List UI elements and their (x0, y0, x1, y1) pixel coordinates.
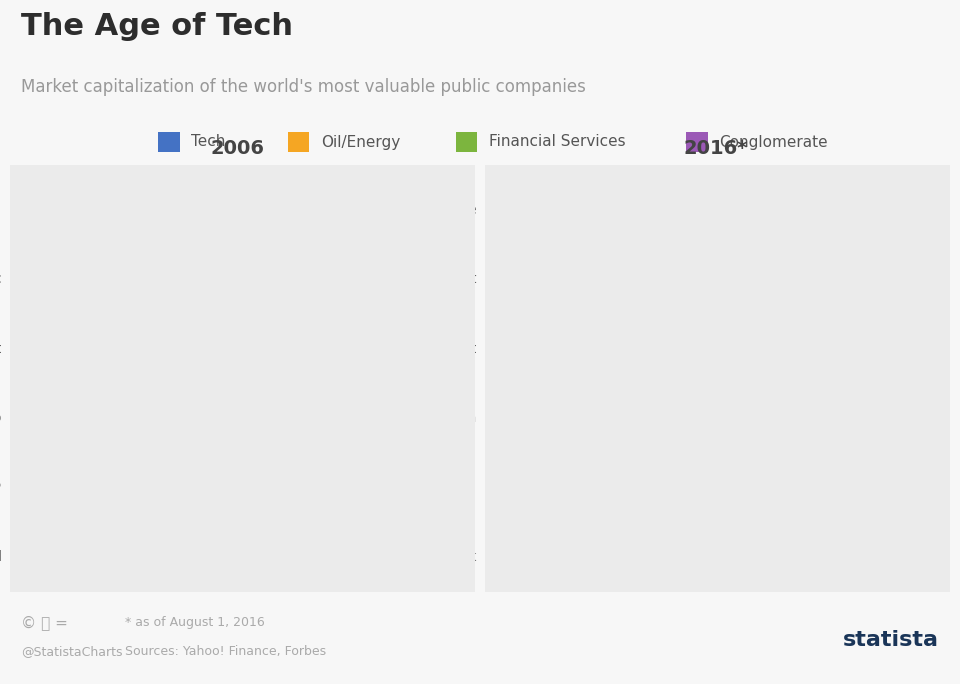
Text: Microsoft: Microsoft (414, 342, 477, 356)
Bar (485, 539, 752, 575)
Text: Amazon: Amazon (421, 411, 477, 425)
Text: 2006: 2006 (210, 139, 265, 158)
Text: $445.5b: $445.5b (750, 342, 813, 356)
Bar (485, 261, 883, 298)
Text: Alphabet: Alphabet (415, 272, 477, 287)
Bar (10, 400, 183, 436)
Text: General Electric: General Electric (0, 272, 2, 287)
Bar (10, 192, 282, 228)
Text: Apple: Apple (438, 203, 477, 217)
Text: $355.6b: $355.6b (683, 550, 746, 564)
Bar (10, 261, 272, 298)
Text: Sources: Yahoo! Finance, Forbes: Sources: Yahoo! Finance, Forbes (125, 644, 326, 658)
Text: Royal Dutch Shell: Royal Dutch Shell (0, 550, 2, 564)
Text: Tech: Tech (191, 135, 226, 150)
Text: $571.4b: $571.4b (844, 203, 908, 217)
Text: $356.0b: $356.0b (683, 481, 746, 495)
Bar (10, 539, 162, 575)
Text: $203.5b: $203.5b (93, 550, 156, 564)
Text: $348.5b: $348.5b (202, 272, 265, 287)
Text: Facebook: Facebook (412, 550, 477, 564)
Text: $362.4b: $362.4b (687, 411, 751, 425)
Text: $362.5b: $362.5b (212, 203, 276, 217)
Text: Conglomerate: Conglomerate (719, 135, 828, 150)
Text: $279.0b: $279.0b (150, 342, 213, 356)
Text: Financial Services: Financial Services (489, 135, 625, 150)
Text: statista: statista (843, 629, 939, 650)
Bar (10, 469, 180, 505)
Text: Citigroup: Citigroup (0, 411, 2, 425)
Text: $530.6b: $530.6b (814, 272, 877, 287)
Bar (485, 192, 914, 228)
Text: 2016*: 2016* (683, 139, 748, 158)
Text: Market capitalization of the world's most valuable public companies: Market capitalization of the world's mos… (21, 78, 586, 96)
Bar (485, 331, 819, 367)
Text: ExxonMobil: ExxonMobil (0, 203, 2, 217)
Bar (485, 469, 752, 505)
Text: The Age of Tech: The Age of Tech (21, 12, 293, 41)
Text: BP: BP (0, 481, 2, 495)
Bar (10, 331, 219, 367)
Text: @StatistaCharts: @StatistaCharts (21, 644, 123, 658)
Bar (485, 400, 756, 436)
Text: * as of August 1, 2016: * as of August 1, 2016 (125, 616, 265, 629)
Text: $230.9b: $230.9b (113, 411, 177, 425)
Text: © ⓘ =: © ⓘ = (21, 615, 68, 630)
Text: Oil/Energy: Oil/Energy (321, 135, 400, 150)
Text: $225.9b: $225.9b (109, 481, 173, 495)
Text: Microsoft: Microsoft (0, 342, 2, 356)
Text: ExxonMobil: ExxonMobil (398, 481, 477, 495)
